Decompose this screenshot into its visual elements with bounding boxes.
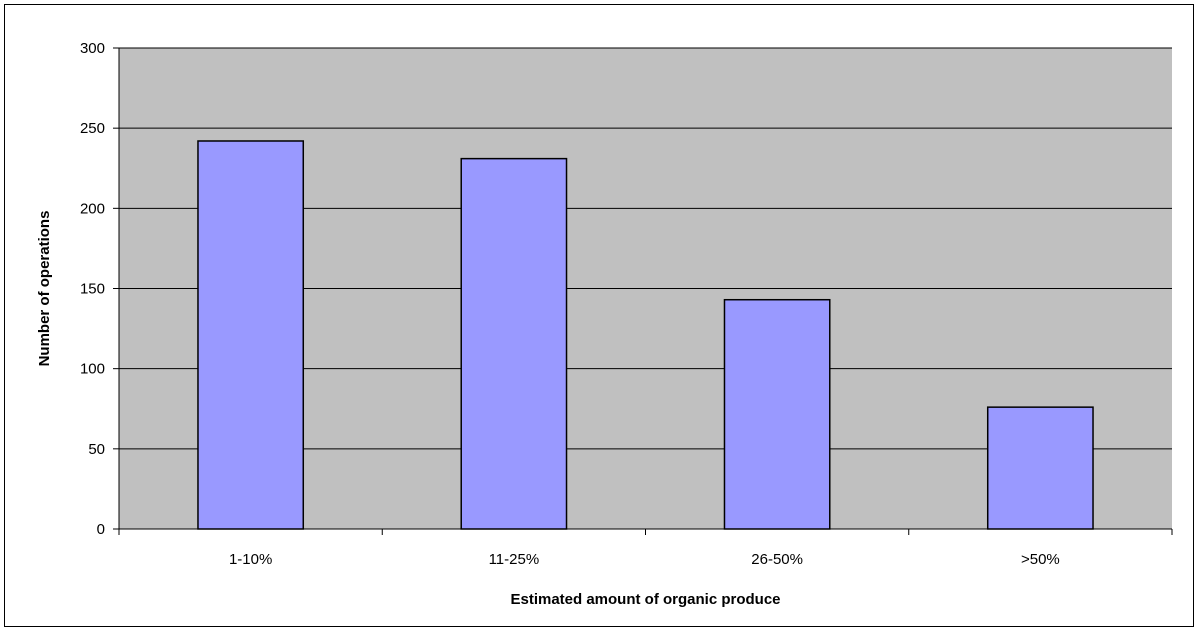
y-tick-label: 100: [80, 361, 105, 378]
x-tick-label: 26-50%: [751, 551, 803, 568]
bars: [197, 140, 1094, 530]
y-tick-label: 300: [80, 40, 105, 57]
bar: [460, 157, 568, 530]
y-tick-label: 150: [80, 281, 105, 298]
bar: [197, 140, 305, 530]
x-tick-labels: 1-10% 11-25% 26-50% >50%: [229, 551, 1060, 568]
x-tick-label: 11-25%: [489, 551, 540, 568]
bar: [986, 406, 1094, 530]
y-axis-title: Number of operations: [36, 211, 53, 367]
axes: [113, 47, 1173, 535]
x-tick-label: 1-10%: [229, 551, 272, 568]
y-tick-label: 0: [97, 521, 105, 538]
x-tick-label: >50%: [1021, 551, 1060, 568]
y-tick-label: 50: [88, 441, 105, 458]
y-tick-labels: 0 50 100 150 200 250 300: [80, 40, 105, 538]
y-tick-label: 200: [80, 200, 105, 217]
bar: [723, 298, 831, 530]
x-axis-title: Estimated amount of organic produce: [510, 591, 780, 608]
y-tick-label: 250: [80, 120, 105, 137]
